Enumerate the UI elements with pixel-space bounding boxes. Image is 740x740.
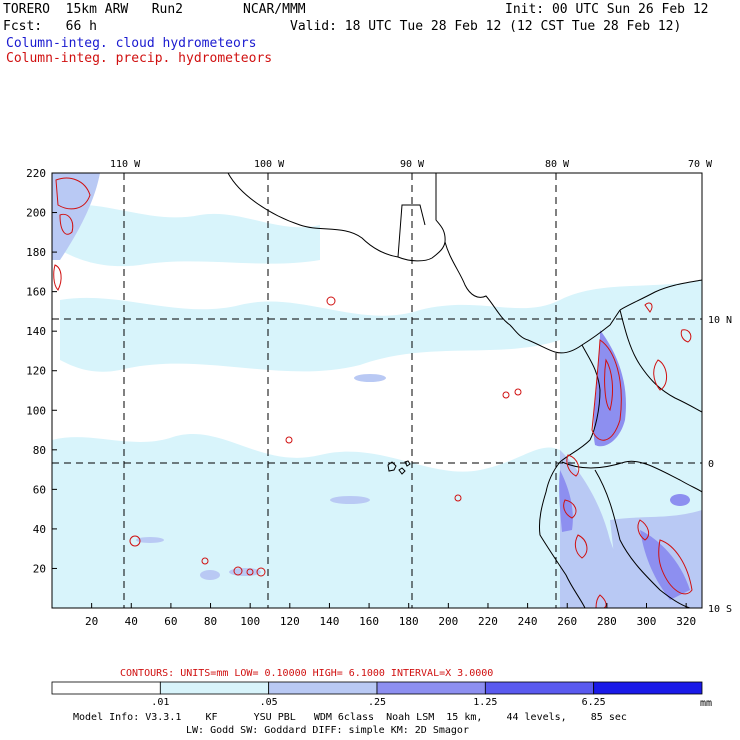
x-tick-label: 20: [85, 615, 98, 628]
cloud-field-label: Column-integ. cloud hydrometeors: [6, 36, 257, 51]
model-info-line2: LW: Godd SW: Goddard DIFF: simple KM: 2D…: [186, 725, 469, 736]
lon-label-70w: 70 W: [688, 159, 713, 170]
colorbar-swatch: [484, 681, 595, 695]
valid-time-label: Valid: 18 UTC Tue 28 Feb 12 (12 CST Tue …: [290, 19, 682, 34]
x-tick-label: 180: [399, 615, 419, 628]
y-tick-label: 80: [33, 444, 46, 457]
colorbar-swatch: [376, 681, 486, 695]
forecast-hour-label: Fcst: 66 h: [3, 19, 97, 34]
y-tick-label: 20: [33, 562, 46, 575]
x-tick-label: 100: [240, 615, 260, 628]
init-time-label: Init: 00 UTC Sun 26 Feb 12: [505, 2, 709, 17]
coastlines: [227, 173, 702, 608]
y-tick-label: 220: [26, 167, 46, 180]
lon-label-100w: 100 W: [254, 159, 285, 170]
x-tick-label: 240: [518, 615, 538, 628]
y-tick-label: 140: [26, 325, 46, 338]
y-tick-label: 180: [26, 246, 46, 259]
colorbar-label: 6.25: [582, 697, 606, 708]
y-tick-label: 200: [26, 207, 46, 220]
colorbar-swatch: [593, 681, 703, 695]
x-tick-label: 60: [164, 615, 177, 628]
y-tick-label: 100: [26, 404, 46, 417]
x-tick-label: 300: [637, 615, 657, 628]
y-tick-label: 60: [33, 483, 46, 496]
lon-label-80w: 80 W: [545, 159, 570, 170]
lat-label-10n: 10 N: [708, 315, 732, 326]
precip-contours: [53, 177, 693, 608]
x-tick-label: 280: [597, 615, 617, 628]
x-tick-label: 160: [359, 615, 379, 628]
colorbar-unit: mm: [700, 698, 712, 709]
graticule: [52, 173, 702, 608]
colorbar-swatch: [51, 681, 161, 695]
organization-label: NCAR/MMM: [243, 2, 306, 17]
y-tick-label: 120: [26, 365, 46, 378]
colorbar-swatch: [268, 681, 378, 695]
lonlat-labels: 110 W 100 W 90 W 80 W 70 W 10 N 0 10 S: [110, 159, 732, 615]
x-tick-label: 320: [676, 615, 696, 628]
contour-info: CONTOURS: UNITS=mm LOW= 0.10000 HIGH= 6.…: [120, 668, 493, 679]
lon-label-90w: 90 W: [400, 159, 425, 170]
lon-label-110w: 110 W: [110, 159, 141, 170]
x-tick-label: 40: [125, 615, 138, 628]
cloud-hydrometeor-shading: [52, 173, 702, 608]
x-grid-ticks: 20 40 60 80 100 120 140 160 180 200 220 240 260 280 30…: [85, 603, 696, 628]
model-info-line1: Model Info: V3.3.1 KF YSU PBL WDM 6class…: [73, 712, 627, 723]
colorbar-label: .25: [368, 697, 386, 708]
x-tick-label: 260: [557, 615, 577, 628]
lat-label-10s: 10 S: [708, 604, 732, 615]
colorbar-label: .05: [260, 697, 278, 708]
x-tick-label: 80: [204, 615, 217, 628]
y-tick-label: 40: [33, 523, 46, 536]
colorbar: .01 .05 .25 1.25 6.25: [51, 681, 703, 708]
colorbar-label: 1.25: [473, 697, 497, 708]
map-frame: [51, 172, 703, 609]
x-tick-label: 140: [320, 615, 340, 628]
y-tick-label: 160: [26, 286, 46, 299]
y-grid-ticks: 20 40 60 80 100 120 140 160 180 200 220: [26, 167, 57, 575]
x-tick-label: 120: [280, 615, 300, 628]
colorbar-swatch: [159, 681, 270, 695]
colorbar-label: .01: [151, 697, 169, 708]
precip-field-label: Column-integ. precip. hydrometeors: [6, 51, 273, 66]
x-tick-label: 200: [438, 615, 458, 628]
model-run-label: TORERO 15km ARW Run2: [3, 2, 184, 17]
x-tick-label: 220: [478, 615, 498, 628]
lat-label-0: 0: [708, 459, 714, 470]
